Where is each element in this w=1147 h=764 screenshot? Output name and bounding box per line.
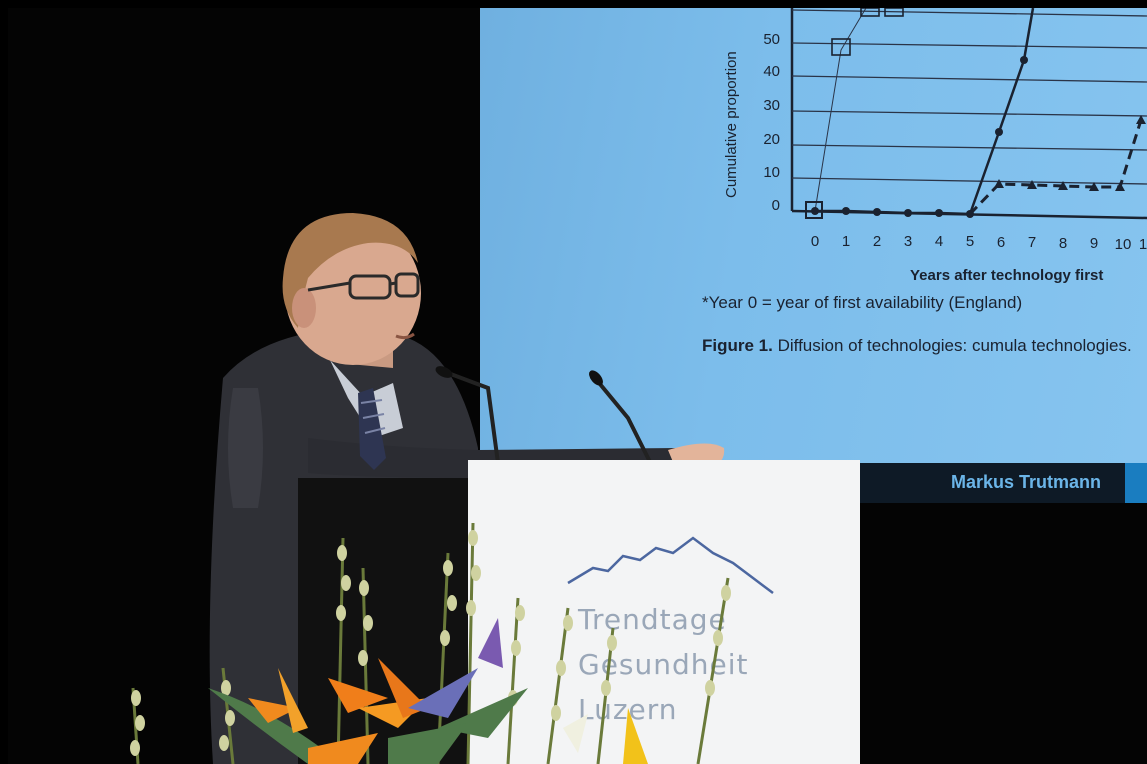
x-tick: 7	[1028, 234, 1036, 251]
photo-scene: 0 10 20 30 40 50 Cumulative proportion 0…	[8, 8, 1147, 764]
podium	[468, 460, 860, 764]
series-point	[1020, 56, 1028, 64]
x-tick: 0	[811, 233, 819, 250]
series-point	[811, 207, 819, 215]
series-point	[831, 38, 851, 56]
series-point	[994, 179, 1004, 188]
series-point	[904, 209, 912, 217]
x-tick: 2	[873, 233, 881, 250]
presenter-name: Markus Trutmann	[950, 472, 1101, 492]
logo-line-1: Trendtage	[578, 603, 727, 636]
y-tick: 40	[763, 63, 780, 80]
x-axis-label: Years after technology first	[910, 267, 1103, 284]
slide-footnote: *Year 0 = year of first availability (En…	[702, 293, 1023, 312]
series-point	[873, 208, 881, 216]
series-point	[842, 207, 850, 215]
y-tick: 10	[763, 164, 780, 181]
x-tick: 6	[997, 234, 1005, 251]
name-bar-accent	[1125, 463, 1147, 503]
x-tick: 1	[1139, 236, 1147, 253]
x-tick: 3	[904, 233, 912, 250]
caption-text: Diffusion of technologies: cumula techno…	[777, 336, 1132, 355]
x-tick: 5	[966, 233, 974, 250]
series-point	[1089, 182, 1099, 191]
x-tick: 10	[1115, 236, 1132, 253]
series-point	[1027, 180, 1037, 189]
y-axis-label: Cumulative proportion	[723, 51, 740, 198]
x-tick: 8	[1059, 235, 1067, 252]
series-point	[935, 209, 943, 217]
slide-chart: 0 10 20 30 40 50 Cumulative proportion 0…	[723, 8, 1147, 284]
series-point	[1058, 181, 1068, 190]
series-point	[884, 8, 904, 17]
x-tick: 1	[842, 233, 850, 250]
flower-arrangement	[130, 522, 731, 764]
mountain-logo-icon	[567, 536, 774, 594]
y-tick: 0	[772, 197, 780, 214]
series-point	[1115, 182, 1125, 191]
series-point	[860, 8, 880, 17]
slide-caption: Figure 1. Diffusion of technologies: cum…	[702, 336, 1142, 355]
series-point	[995, 128, 1003, 136]
y-tick: 20	[763, 131, 780, 148]
projection-screen: 0 10 20 30 40 50 Cumulative proportion 0…	[480, 8, 1147, 463]
caption-label: Figure 1.	[702, 336, 773, 355]
x-tick: 9	[1090, 235, 1098, 252]
x-tick: 4	[935, 233, 943, 250]
y-tick: 30	[763, 97, 780, 114]
y-tick: 50	[763, 31, 780, 48]
series-point	[1136, 115, 1146, 124]
